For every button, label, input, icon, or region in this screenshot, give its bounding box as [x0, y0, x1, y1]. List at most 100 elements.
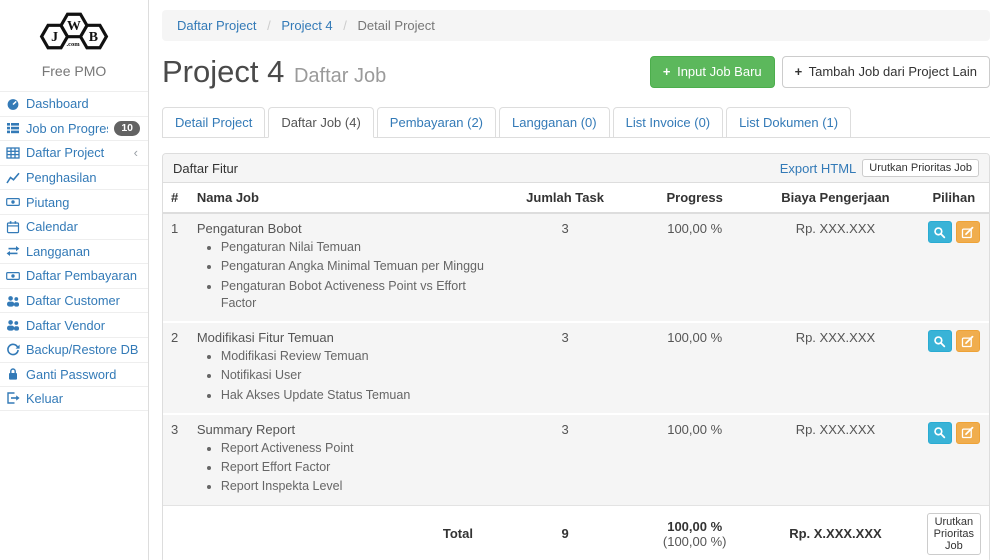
dashboard-icon: [6, 97, 20, 111]
breadcrumb-current: Detail Project: [357, 18, 435, 33]
sidebar-item-backup-restore[interactable]: Backup/Restore DB: [0, 336, 148, 362]
biaya-value: Rp. XXX.XXX: [752, 412, 919, 505]
chart-line-icon: [6, 171, 20, 185]
sidebar-item-label: Piutang: [26, 194, 70, 210]
progress-value: 100,00 %: [637, 213, 753, 322]
table-row: 2 Modifikasi Fitur Temuan Modifikasi Rev…: [163, 321, 989, 414]
subtask-list: Pengaturan Nilai Temuan Pengaturan Angka…: [221, 239, 485, 312]
table-row: 3 Summary Report Report Activeness Point…: [163, 412, 989, 505]
sidebar-item-job-on-progress[interactable]: Job on Progress 10: [0, 115, 148, 141]
jumlah-task-value: 3: [492, 321, 638, 414]
main-content: Daftar Project / Project 4 / Detail Proj…: [149, 0, 1000, 560]
panel-daftar-fitur: Daftar Fitur Export HTML Urutkan Priorit…: [162, 153, 990, 560]
money-icon: [6, 195, 20, 209]
table-icon: [6, 146, 20, 160]
tab-detail-project[interactable]: Detail Project: [162, 107, 266, 138]
edit-icon: [962, 335, 974, 347]
plus-icon: +: [794, 63, 803, 79]
brand-name: Free PMO: [41, 63, 107, 79]
page-subtitle: Daftar Job: [293, 65, 387, 87]
edit-icon: [962, 226, 974, 238]
view-job-button[interactable]: [927, 421, 952, 444]
breadcrumb-separator: /: [267, 18, 271, 33]
calendar-icon: [6, 220, 20, 234]
sidebar-item-label: Dashboard: [26, 96, 89, 112]
svg-text:W: W: [67, 19, 81, 34]
sidebar-item-keluar[interactable]: Keluar: [0, 386, 148, 411]
breadcrumb: Daftar Project / Project 4 / Detail Proj…: [162, 10, 990, 41]
search-icon: [934, 226, 946, 238]
subtask-list: Report Activeness Point Report Effort Fa…: [221, 440, 485, 496]
total-row: Total 9 100,00 % (100,00 %) Rp. X.XXX.XX…: [163, 504, 989, 560]
job-name: Pengaturan Bobot: [196, 221, 302, 236]
panel-title: Daftar Fitur: [173, 160, 239, 176]
jwb-logo: J W B .com: [0, 0, 148, 59]
breadcrumb-link-daftar-project[interactable]: Daftar Project: [177, 18, 257, 33]
progress-value: 100,00 %: [637, 321, 753, 414]
total-progress: 100,00 % (100,00 %): [637, 504, 753, 560]
breadcrumb-separator: /: [343, 18, 347, 33]
sidebar-nav: Dashboard Job on Progress 10 Daftar Proj…: [0, 91, 148, 411]
sidebar-item-dashboard[interactable]: Dashboard: [0, 91, 148, 116]
sidebar-item-label: Langganan: [26, 243, 91, 259]
sidebar-item-penghasilan[interactable]: Penghasilan: [0, 164, 148, 190]
tab-list-dokumen[interactable]: List Dokumen (1): [726, 107, 852, 138]
tab-list-invoice[interactable]: List Invoice (0): [612, 107, 724, 138]
edit-job-button[interactable]: [955, 221, 980, 243]
jumlah-task-value: 3: [492, 412, 638, 505]
tab-pembayaran[interactable]: Pembayaran (2): [376, 107, 497, 138]
header-actions: + Input Job Baru + Tambah Job dari Proje…: [649, 55, 990, 89]
sidebar-item-langganan[interactable]: Langganan: [0, 238, 148, 264]
subtask-item: Modifikasi Review Temuan: [221, 348, 485, 365]
tambah-job-dari-project-lain-button[interactable]: + Tambah Job dari Project Lain: [781, 55, 990, 89]
job-count-badge: 10: [114, 121, 140, 136]
lock-icon: [6, 367, 20, 381]
exchange-icon: [6, 244, 20, 258]
input-job-baru-button[interactable]: + Input Job Baru: [649, 55, 775, 89]
col-header-nama-job: Nama Job: [188, 183, 493, 214]
subtask-item: Report Effort Factor: [221, 459, 485, 476]
users-icon: [6, 294, 20, 308]
sidebar-item-piutang[interactable]: Piutang: [0, 189, 148, 214]
panel-heading: Daftar Fitur Export HTML Urutkan Priorit…: [163, 154, 989, 183]
sidebar-item-daftar-project[interactable]: Daftar Project ‹: [0, 140, 148, 165]
subtask-item: Report Activeness Point: [221, 440, 485, 457]
tab-langganan[interactable]: Langganan (0): [499, 107, 610, 138]
sidebar-item-daftar-vendor[interactable]: Daftar Vendor: [0, 312, 148, 337]
urutkan-prioritas-job-button[interactable]: Urutkan Prioritas Job: [862, 159, 979, 177]
view-job-button[interactable]: [927, 221, 952, 243]
page-title: Project 4: [162, 54, 285, 89]
subtask-item: Pengaturan Nilai Temuan: [221, 239, 485, 256]
breadcrumb-link-project-4[interactable]: Project 4: [281, 18, 333, 33]
search-icon: [934, 335, 946, 347]
daftar-fitur-table: # Nama Job Jumlah Task Progress Biaya Pe…: [163, 183, 989, 560]
export-html-link[interactable]: Export HTML: [779, 160, 857, 176]
edit-job-button[interactable]: [955, 421, 980, 444]
sidebar-item-daftar-pembayaran[interactable]: Daftar Pembayaran: [0, 263, 148, 288]
sidebar-item-label: Daftar Project: [26, 145, 105, 161]
sidebar-item-daftar-customer[interactable]: Daftar Customer: [0, 287, 148, 313]
subtask-item: Pengaturan Bobot Activeness Point vs Eff…: [221, 278, 485, 313]
sidebar-item-ganti-password[interactable]: Ganti Password: [0, 361, 148, 387]
tab-daftar-job[interactable]: Daftar Job (4): [268, 107, 374, 138]
sidebar: J W B .com Free PMO Dashboard Job on Pro…: [0, 0, 149, 560]
table-row: 1 Pengaturan Bobot Pengaturan Nilai Temu…: [163, 213, 989, 322]
urutkan-prioritas-job-button[interactable]: Urutkan Prioritas Job: [926, 512, 981, 555]
search-icon: [934, 427, 946, 439]
job-name: Summary Report: [196, 421, 296, 437]
total-cost: Rp. X.XXX.XXX: [752, 504, 919, 560]
sidebar-item-label: Daftar Pembayaran: [26, 268, 137, 284]
biaya-value: Rp. XXX.XXX: [752, 321, 919, 414]
sidebar-item-label: Job on Progress: [26, 120, 108, 136]
sidebar-item-calendar[interactable]: Calendar: [0, 213, 148, 239]
edit-icon: [962, 427, 974, 439]
sidebar-item-label: Calendar: [26, 219, 78, 235]
view-job-button[interactable]: [927, 330, 952, 352]
sidebar-item-label: Daftar Vendor: [26, 317, 105, 333]
subtask-item: Notifikasi User: [221, 367, 485, 384]
subtask-item: Hak Akses Update Status Temuan: [221, 387, 485, 404]
edit-job-button[interactable]: [955, 330, 980, 352]
svg-text:B: B: [89, 30, 98, 45]
jumlah-task-value: 3: [492, 213, 638, 322]
svg-text:J: J: [51, 30, 58, 45]
